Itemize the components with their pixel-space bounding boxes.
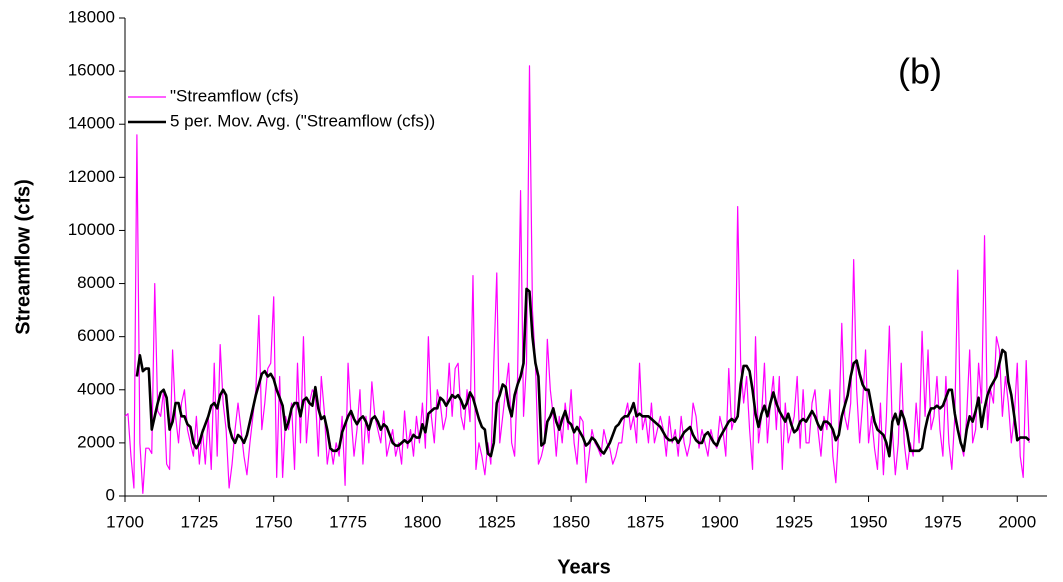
x-tick-label: 1825 (478, 512, 516, 531)
x-tick-label: 1900 (701, 512, 739, 531)
annotation: (b) (898, 51, 942, 92)
y-tick-label: 14000 (68, 114, 115, 133)
x-tick-label: 1800 (404, 512, 442, 531)
y-tick-label: 8000 (77, 273, 115, 292)
x-tick-label: 1950 (850, 512, 888, 531)
y-tick-label: 4000 (77, 379, 115, 398)
x-tick-label: 1925 (775, 512, 813, 531)
y-tick-label: 10000 (68, 220, 115, 239)
x-tick-label: 1875 (627, 512, 665, 531)
x-tick-label: 1725 (180, 512, 218, 531)
legend-label: 5 per. Mov. Avg. ("Streamflow (cfs)) (170, 111, 435, 130)
x-tick-label: 1775 (329, 512, 367, 531)
y-tick-label: 2000 (77, 432, 115, 451)
x-tick-label: 2000 (998, 512, 1036, 531)
x-axis-label: Years (557, 556, 610, 578)
y-tick-label: 16000 (68, 61, 115, 80)
y-axis-label: Streamflow (cfs) (12, 179, 34, 335)
x-tick-label: 1750 (255, 512, 293, 531)
y-tick-label: 0 (106, 485, 115, 504)
y-tick-label: 18000 (68, 7, 115, 26)
series-line (124, 65, 1030, 494)
series-line (135, 287, 1031, 458)
y-tick-label: 6000 (77, 326, 115, 345)
y-tick-label: 12000 (68, 167, 115, 186)
x-tick-label: 1975 (924, 512, 962, 531)
x-tick-label: 1700 (106, 512, 144, 531)
x-tick-label: 1850 (552, 512, 590, 531)
legend-label: "Streamflow (cfs) (170, 86, 299, 105)
